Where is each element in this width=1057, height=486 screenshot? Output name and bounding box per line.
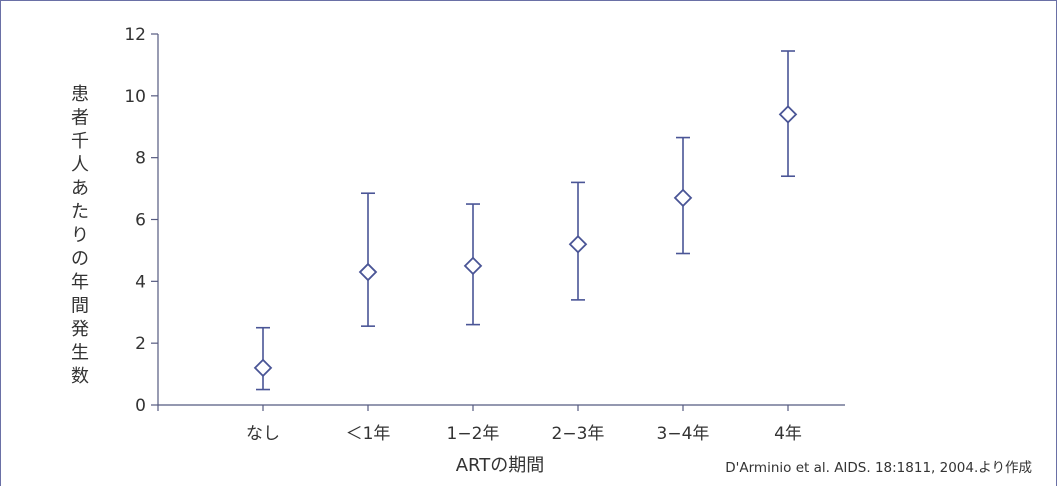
x-tick-label: 2−3年 [552, 424, 605, 444]
y-axis-title-char: の [71, 249, 89, 270]
x-tick-label: なし [246, 424, 280, 444]
diamond-marker [358, 262, 378, 282]
data-point [778, 50, 798, 178]
x-tick-label: 4年 [774, 424, 802, 444]
x-axis-title: ARTの期間 [456, 455, 545, 476]
y-ticks: 0 2 4 6 8 10 12 [124, 25, 158, 416]
y-axis-title-char: 数 [71, 366, 89, 387]
x-tick-label: 1−2年 [447, 424, 500, 444]
diamond-marker [673, 188, 693, 208]
data-point [358, 192, 378, 327]
y-axis-title-char: 発 [71, 319, 89, 340]
diamond-marker [778, 105, 798, 124]
y-axis-title-char: 者 [71, 108, 89, 129]
diamond-marker [568, 234, 588, 254]
y-tick-label: 10 [124, 87, 146, 107]
y-tick-label: 12 [124, 25, 146, 45]
axes [157, 34, 845, 406]
data-point [463, 203, 483, 326]
x-tick-label: 3−4年 [657, 424, 710, 444]
y-axis-title-char: り [71, 225, 89, 246]
series [253, 50, 798, 391]
y-axis-title-char: 生 [71, 343, 89, 364]
data-point [568, 181, 588, 301]
y-tick-label: 0 [135, 396, 146, 416]
source-note: D'Arminio et al. AIDS. 18:1811, 2004.より作… [725, 460, 1032, 476]
y-tick-label: 2 [135, 334, 146, 354]
y-axis-title-char: 患 [71, 84, 89, 105]
x-tick-label: ＜1年 [346, 424, 391, 444]
diamond-marker [253, 358, 273, 378]
data-point [673, 136, 693, 255]
y-axis-title-char: 千 [71, 131, 89, 152]
diamond-marker [463, 256, 483, 276]
y-axis-title-char: た [71, 202, 89, 223]
y-axis-title-char: あ [71, 178, 89, 199]
y-tick-label: 6 [135, 211, 146, 231]
y-axis-title-char: 人 [71, 155, 89, 176]
y-axis-title-char: 間 [71, 296, 89, 317]
data-point [253, 326, 273, 391]
y-tick-label: 8 [135, 149, 146, 169]
y-tick-label: 4 [135, 272, 146, 292]
x-ticks: なし ＜1年 1−2年 2−3年 3−4年 4年 [157, 405, 802, 444]
y-axis-title-char: 年 [71, 272, 89, 293]
